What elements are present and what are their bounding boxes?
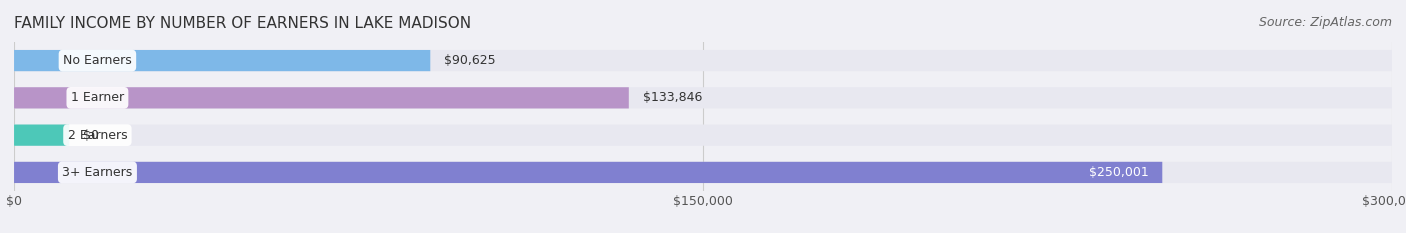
FancyBboxPatch shape [14,124,1392,146]
FancyBboxPatch shape [14,50,430,71]
Text: $90,625: $90,625 [444,54,496,67]
Text: FAMILY INCOME BY NUMBER OF EARNERS IN LAKE MADISON: FAMILY INCOME BY NUMBER OF EARNERS IN LA… [14,16,471,31]
Text: 2 Earners: 2 Earners [67,129,127,142]
Text: $250,001: $250,001 [1088,166,1149,179]
Text: 1 Earner: 1 Earner [70,91,124,104]
Text: Source: ZipAtlas.com: Source: ZipAtlas.com [1258,16,1392,29]
FancyBboxPatch shape [14,87,628,109]
FancyBboxPatch shape [14,162,1163,183]
FancyBboxPatch shape [14,87,1392,109]
Text: No Earners: No Earners [63,54,132,67]
FancyBboxPatch shape [14,124,69,146]
Text: $133,846: $133,846 [643,91,702,104]
FancyBboxPatch shape [14,162,1392,183]
FancyBboxPatch shape [14,50,1392,71]
Text: 3+ Earners: 3+ Earners [62,166,132,179]
Text: $0: $0 [83,129,98,142]
